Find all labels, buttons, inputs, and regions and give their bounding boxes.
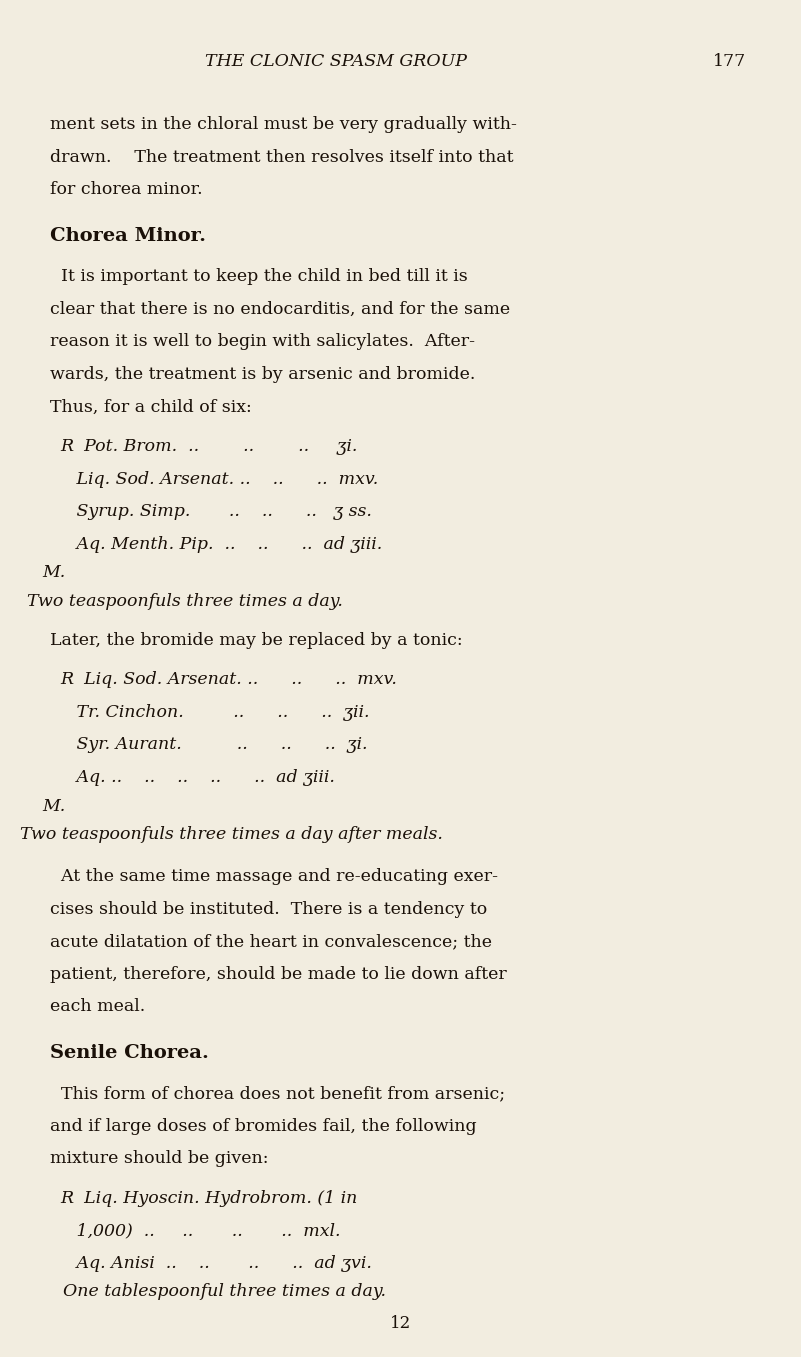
Text: acute dilatation of the heart in convalescence; the: acute dilatation of the heart in convale… — [50, 934, 492, 950]
Text: clear that there is no endocarditis, and for the same: clear that there is no endocarditis, and… — [50, 301, 510, 318]
Text: At the same time massage and re-educating exer-: At the same time massage and re-educatin… — [50, 868, 498, 885]
Text: R  Liq. Sod. Arsenat. ..      ..      ..  ⅿxv.: R Liq. Sod. Arsenat. .. .. .. ⅿxv. — [60, 672, 396, 688]
Text: 1,000)  ..     ..       ..       ..  ⅿxl.: 1,000) .. .. .. .. ⅿxl. — [60, 1223, 340, 1239]
Text: Two teaspoonfuls three times a day.: Two teaspoonfuls three times a day. — [27, 593, 343, 609]
Text: reason it is well to begin with salicylates.  After-: reason it is well to begin with salicyla… — [50, 334, 475, 350]
Text: Liq. Sod. Arsenat. ..    ..      ..  ⅿxv.: Liq. Sod. Arsenat. .. .. .. ⅿxv. — [60, 471, 378, 487]
Text: and if large doses of bromides fail, the following: and if large doses of bromides fail, the… — [50, 1118, 477, 1134]
Text: wards, the treatment is by arsenic and bromide.: wards, the treatment is by arsenic and b… — [50, 366, 475, 383]
Text: Thus, for a child of six:: Thus, for a child of six: — [50, 399, 252, 415]
Text: Later, the bromide may be replaced by a tonic:: Later, the bromide may be replaced by a … — [50, 632, 463, 649]
Text: ment sets in the chloral must be very gradually with-: ment sets in the chloral must be very gr… — [50, 117, 517, 133]
Text: Syr. Aurant.          ..      ..      ..  ʒi.: Syr. Aurant. .. .. .. ʒi. — [60, 737, 368, 753]
Text: Tr. Cinchon.         ..      ..      ..  ʒii.: Tr. Cinchon. .. .. .. ʒii. — [60, 704, 369, 721]
Text: Aq. Menth. Pip.  ..    ..      ..  ad ʒiii.: Aq. Menth. Pip. .. .. .. ad ʒiii. — [60, 536, 382, 552]
Text: This form of chorea does not benefit from arsenic;: This form of chorea does not benefit fro… — [50, 1086, 505, 1102]
Text: R  Pot. Brom.  ..        ..        ..     ʒi.: R Pot. Brom. .. .. .. ʒi. — [60, 438, 357, 455]
Text: It is important to keep the child in bed till it is: It is important to keep the child in bed… — [50, 269, 468, 285]
Text: cises should be instituted.  There is a tendency to: cises should be instituted. There is a t… — [50, 901, 487, 917]
Text: for chorea minor.: for chorea minor. — [50, 182, 203, 198]
Text: 12: 12 — [390, 1315, 411, 1331]
Text: Chorea Minor.: Chorea Minor. — [50, 227, 206, 246]
Text: 177: 177 — [713, 53, 747, 69]
Text: Syrup. Simp.       ..    ..      ..   ʒ ss.: Syrup. Simp. .. .. .. ʒ ss. — [60, 503, 372, 520]
Text: M.: M. — [42, 565, 65, 581]
Text: Senile Chorea.: Senile Chorea. — [50, 1044, 209, 1063]
Text: each meal.: each meal. — [50, 999, 145, 1015]
Text: mixture should be given:: mixture should be given: — [50, 1151, 268, 1167]
Text: THE CLONIC SPASM GROUP: THE CLONIC SPASM GROUP — [205, 53, 468, 69]
Text: drawn.  The treatment then resolves itself into that: drawn. The treatment then resolves itsel… — [50, 149, 513, 166]
Text: One tablespoonful three times a day.: One tablespoonful three times a day. — [63, 1284, 386, 1300]
Text: R  Liq. Hyoscin. Hydrobrom. (1 in: R Liq. Hyoscin. Hydrobrom. (1 in — [60, 1190, 357, 1206]
Text: patient, therefore, should be made to lie down after: patient, therefore, should be made to li… — [50, 966, 507, 982]
Text: Two teaspoonfuls three times a day after meals.: Two teaspoonfuls three times a day after… — [20, 826, 443, 843]
Text: Aq. Anisi  ..    ..       ..      ..  ad ʒvi.: Aq. Anisi .. .. .. .. ad ʒvi. — [60, 1255, 372, 1272]
Text: Aq. ..    ..    ..    ..      ..  ad ʒiii.: Aq. .. .. .. .. .. ad ʒiii. — [60, 769, 335, 786]
Text: M.: M. — [42, 798, 65, 814]
